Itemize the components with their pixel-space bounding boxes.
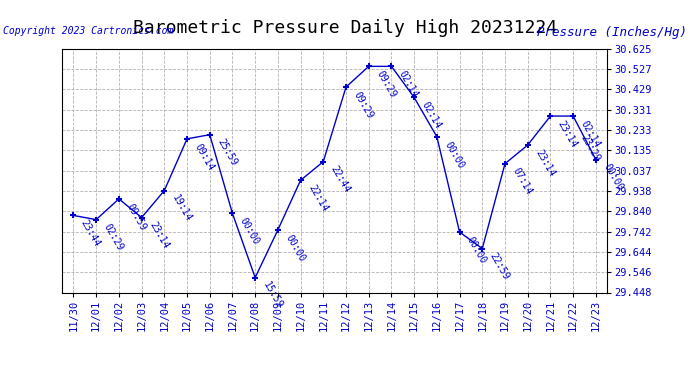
Text: 23:14: 23:14 (533, 148, 557, 178)
Text: 02:29: 02:29 (101, 222, 125, 253)
Text: 00:00: 00:00 (238, 216, 262, 247)
Text: 22:44: 22:44 (329, 164, 352, 195)
Text: 00:00: 00:00 (602, 162, 624, 193)
Text: 23:14: 23:14 (556, 119, 580, 149)
Text: 02:14: 02:14 (397, 69, 420, 100)
Text: 09:29: 09:29 (352, 90, 375, 120)
Text: 00:00: 00:00 (442, 140, 466, 170)
Text: 07:14: 07:14 (511, 166, 534, 197)
Text: 23:14: 23:14 (147, 220, 170, 251)
Text: 02:14: 02:14 (420, 100, 443, 130)
Text: 23:29: 23:29 (579, 133, 602, 163)
Text: 23:44: 23:44 (79, 218, 102, 249)
Text: 15:59: 15:59 (261, 280, 284, 311)
Text: 22:59: 22:59 (488, 251, 511, 282)
Text: Barometric Pressure Daily High 20231224: Barometric Pressure Daily High 20231224 (133, 19, 557, 37)
Text: 19:14: 19:14 (170, 194, 193, 224)
Text: 00:00: 00:00 (465, 235, 489, 265)
Text: Pressure (Inches/Hg): Pressure (Inches/Hg) (537, 26, 687, 39)
Text: 02:14: 02:14 (579, 119, 602, 149)
Text: 22:14: 22:14 (306, 183, 330, 213)
Text: 09:14: 09:14 (193, 142, 216, 172)
Text: Copyright 2023 Cartronics.com: Copyright 2023 Cartronics.com (3, 26, 174, 36)
Text: 09:29: 09:29 (374, 69, 397, 100)
Text: 09:59: 09:59 (124, 202, 148, 232)
Text: 00:00: 00:00 (284, 233, 307, 263)
Text: 25:59: 25:59 (215, 138, 239, 168)
